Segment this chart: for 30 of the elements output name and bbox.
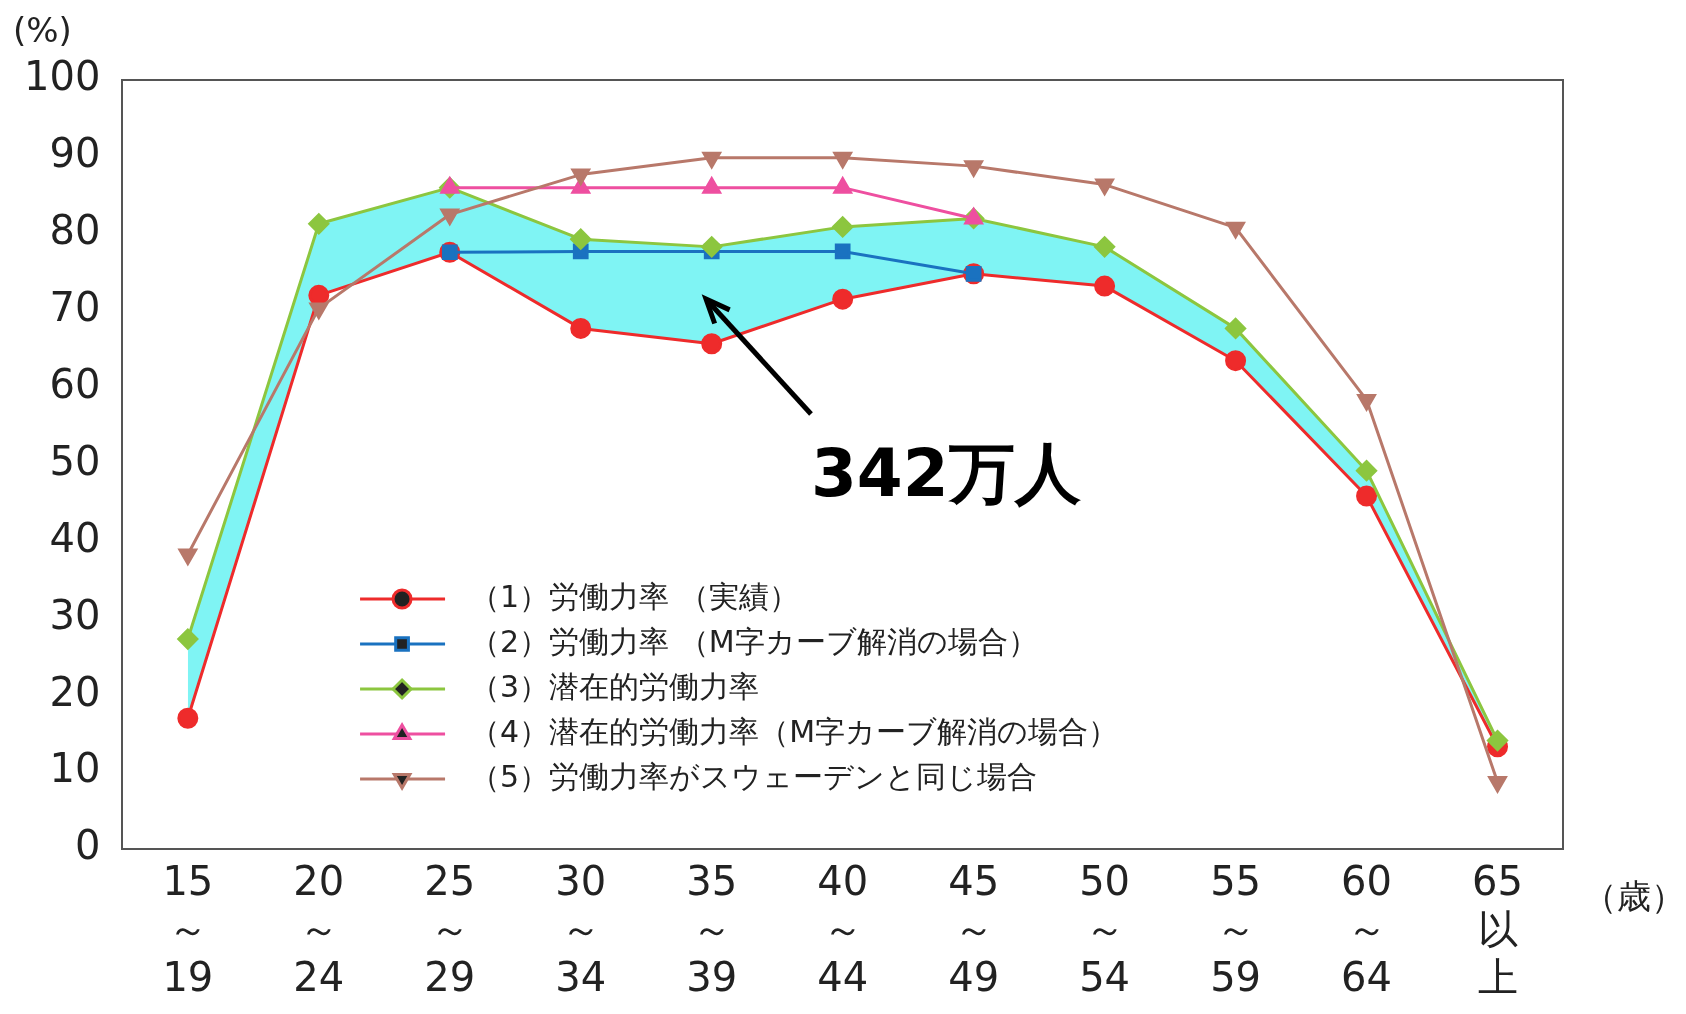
y-tick-label: 70	[49, 284, 101, 331]
y-tick-label: 30	[49, 591, 101, 638]
x-tick-label: 30～34	[555, 858, 607, 1001]
x-tick-label: 15～19	[162, 858, 214, 1001]
y-axis-title: (%)	[12, 9, 72, 50]
y-tick-label: 60	[49, 360, 101, 407]
annotation: 342万人	[810, 435, 1081, 513]
y-tick-label: 80	[49, 207, 101, 254]
x-tick-label: 25～29	[424, 858, 476, 1001]
legend-label: （4）潜在的労働力率（M字カーブ解消の場合）	[470, 713, 1119, 749]
y-tick-label: 50	[49, 437, 101, 484]
x-tick-label: 55～59	[1210, 858, 1262, 1001]
y-tick-label: 100	[23, 53, 101, 100]
x-tick-label: 40～44	[817, 858, 869, 1001]
x-axis-title: （歳）	[1583, 875, 1685, 916]
y-tick-label: 90	[49, 130, 101, 177]
x-tick-label: 50～54	[1079, 858, 1131, 1001]
y-tick-label: 20	[49, 668, 101, 715]
x-tick-label: 35～39	[686, 858, 738, 1001]
legend-label: （2）労働力率 （M字カーブ解消の場合）	[470, 623, 1038, 659]
legend-label: （5）労働力率がスウェーデンと同じ場合	[470, 758, 1038, 794]
legend-label: （1）労働力率 （実績）	[470, 578, 799, 614]
legend-label: （3）潜在的労働力率	[470, 668, 760, 704]
y-tick-label: 0	[74, 822, 101, 869]
x-tick-label: 60～64	[1341, 858, 1392, 1001]
y-tick-label: 40	[49, 514, 101, 561]
x-tick-label: 65以上	[1472, 858, 1523, 1001]
x-tick-label: 20～24	[293, 858, 345, 1001]
x-tick-label: 45～49	[948, 858, 1000, 1001]
y-tick-label: 10	[49, 745, 101, 792]
